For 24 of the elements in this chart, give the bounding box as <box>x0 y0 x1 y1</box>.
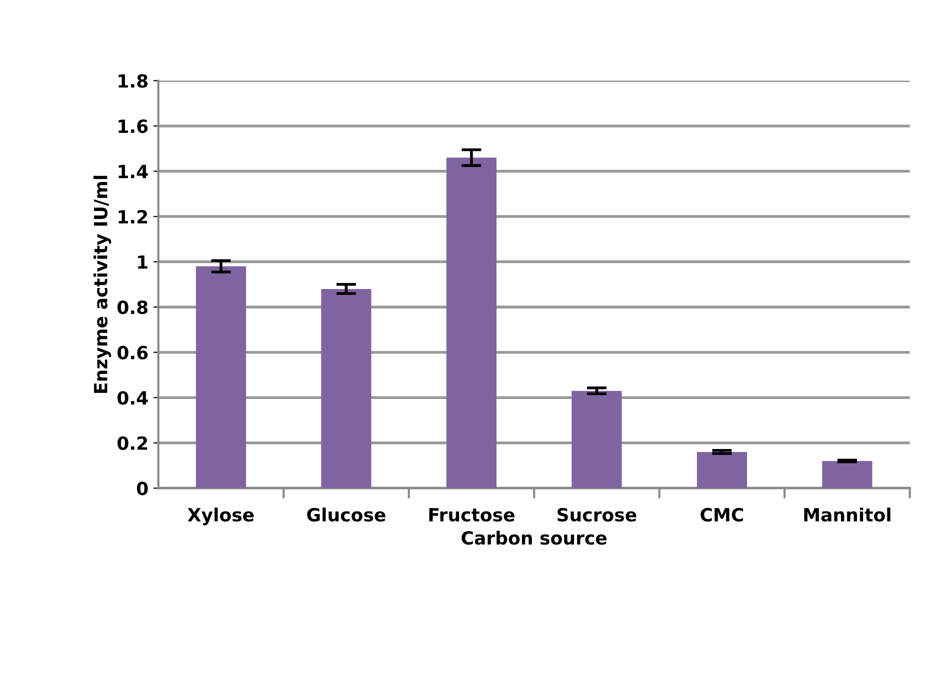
y-tick-label: 1.8 <box>118 74 148 88</box>
y-tick-label: 1.4 <box>118 164 148 178</box>
x-tick-label: Xylose <box>188 508 254 526</box>
y-tick-label: 0.4 <box>118 391 148 405</box>
bar <box>196 266 246 488</box>
x-tick-label: Mannitol <box>804 508 890 522</box>
y-axis-title: Enzyme activity IU/ml <box>93 176 112 393</box>
x-axis-title: Carbon source <box>462 530 607 545</box>
bar <box>572 390 622 488</box>
bar <box>446 158 497 488</box>
y-tick-label: 0.2 <box>118 436 148 450</box>
x-tick-label: Sucrose <box>558 508 636 522</box>
x-tick-label: Glucose <box>307 508 386 522</box>
y-tick-label: 0.6 <box>118 346 148 360</box>
bar <box>321 288 372 488</box>
y-tick-label: 0 <box>136 482 148 496</box>
bar <box>822 460 872 488</box>
y-tick-label: 1 <box>138 255 148 269</box>
bar <box>696 452 748 488</box>
y-tick-label: 1.6 <box>118 119 148 134</box>
x-tick-label: Fructose <box>429 508 514 522</box>
y-tick-label: 1.2 <box>118 210 148 224</box>
y-tick-label: 0.8 <box>118 300 148 314</box>
x-tick-label: CMC <box>700 508 744 522</box>
